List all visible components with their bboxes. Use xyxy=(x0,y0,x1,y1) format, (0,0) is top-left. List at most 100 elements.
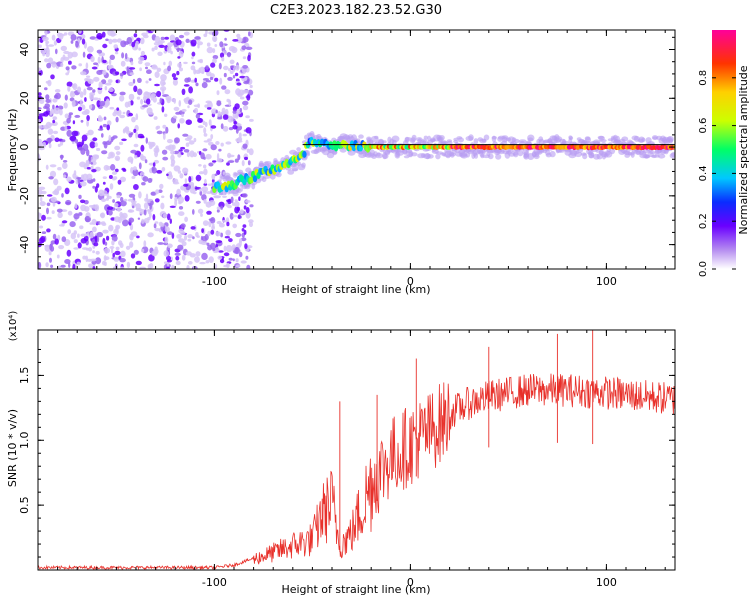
noise-blob xyxy=(119,91,126,96)
noise-blob xyxy=(234,72,239,77)
noise-blob xyxy=(106,120,112,126)
noise-blob xyxy=(77,86,82,93)
noise-blob xyxy=(142,176,149,182)
noise-blob xyxy=(199,190,203,196)
noise-blob xyxy=(231,46,238,54)
noise-blob xyxy=(142,104,149,108)
noise-blob xyxy=(154,198,160,203)
snr-panel: -100 0 100 0.5 1.0 1.5 Height of straight lin… xyxy=(6,311,676,596)
snr-line xyxy=(38,373,675,570)
noise-blob xyxy=(166,255,171,261)
noise-blob xyxy=(107,79,113,84)
noise-blob xyxy=(124,52,128,60)
noise-blob xyxy=(199,171,204,175)
noise-blob xyxy=(232,110,237,114)
noise-blob xyxy=(181,88,186,96)
noise-blob xyxy=(188,140,195,145)
ridge-halo xyxy=(518,139,527,144)
noise-blob xyxy=(203,133,208,137)
noise-blob xyxy=(119,176,126,183)
noise-blob xyxy=(228,68,232,72)
noise-blob xyxy=(242,143,248,149)
noise-blob xyxy=(179,173,184,179)
noise-blob xyxy=(116,107,120,111)
noise-blob xyxy=(242,100,249,106)
noise-blob xyxy=(93,62,99,65)
ridge-halo xyxy=(382,140,387,144)
noise-blob xyxy=(174,199,178,207)
noise-blob xyxy=(244,156,248,161)
noise-blob xyxy=(114,250,121,256)
noise-blob xyxy=(204,121,208,128)
noise-blob xyxy=(169,34,176,42)
noise-blob xyxy=(62,160,68,163)
noise-blob xyxy=(87,46,94,53)
noise-blob xyxy=(133,33,138,38)
noise-blob xyxy=(117,216,122,224)
noise-blob xyxy=(186,265,190,269)
noise-blob xyxy=(183,149,190,153)
noise-blob xyxy=(114,155,121,162)
noise-blob xyxy=(113,44,118,49)
noise-blob xyxy=(138,47,141,51)
noise-blob xyxy=(87,129,94,136)
noise-blob xyxy=(132,166,137,171)
noise-blob xyxy=(188,86,194,94)
noise-blob xyxy=(96,183,100,188)
noise-blob xyxy=(195,251,201,257)
noise-blob xyxy=(102,43,108,49)
noise-blob xyxy=(44,103,50,109)
noise-blob xyxy=(140,50,145,56)
noise-blob xyxy=(174,137,180,144)
noise-blob xyxy=(137,77,142,83)
noise-blob xyxy=(108,224,114,232)
noise-blob xyxy=(94,142,98,148)
noise-blob xyxy=(106,124,110,131)
ridge-halo xyxy=(237,188,242,194)
noise-blob xyxy=(186,151,190,158)
noise-blob xyxy=(160,222,165,227)
ridge-halo xyxy=(219,190,227,196)
noise-blob xyxy=(52,98,58,103)
noise-blob xyxy=(195,174,202,182)
noise-blob xyxy=(112,252,115,258)
noise-blob xyxy=(235,88,241,96)
noise-blob xyxy=(45,94,50,100)
noise-blob xyxy=(202,220,209,227)
ridge-halo xyxy=(588,154,595,159)
noise-blob xyxy=(92,226,97,233)
noise-blob xyxy=(108,175,113,179)
noise-blob xyxy=(225,141,232,145)
noise-blob xyxy=(226,230,231,236)
noise-blob xyxy=(80,181,87,187)
noise-blob xyxy=(144,91,151,96)
noise-blob xyxy=(178,50,184,58)
ridge-halo xyxy=(301,162,306,168)
noise-blob xyxy=(182,133,189,137)
noise-blob xyxy=(103,255,107,262)
noise-blob xyxy=(78,63,82,67)
noise-blob xyxy=(229,70,234,75)
noise-blob xyxy=(140,135,145,139)
noise-blob xyxy=(108,134,112,142)
noise-blob xyxy=(108,209,113,216)
noise-blob xyxy=(57,143,61,147)
noise-blob xyxy=(130,253,136,259)
noise-blob xyxy=(237,136,243,142)
noise-blob xyxy=(67,51,74,59)
x-tick-label: 100 xyxy=(596,275,617,288)
noise-blob xyxy=(236,33,241,38)
x-tick-label: 100 xyxy=(596,576,617,589)
noise-blob xyxy=(180,146,186,150)
noise-blob xyxy=(207,230,211,237)
noise-blob xyxy=(153,223,157,229)
noise-blob xyxy=(102,229,109,234)
noise-blob xyxy=(245,199,251,203)
noise-blob xyxy=(126,261,131,269)
noise-blob xyxy=(145,80,149,84)
noise-blob xyxy=(136,235,140,239)
noise-blob xyxy=(133,143,139,148)
noise-blob xyxy=(189,150,195,158)
noise-blob xyxy=(226,98,230,103)
noise-blob xyxy=(48,251,52,256)
